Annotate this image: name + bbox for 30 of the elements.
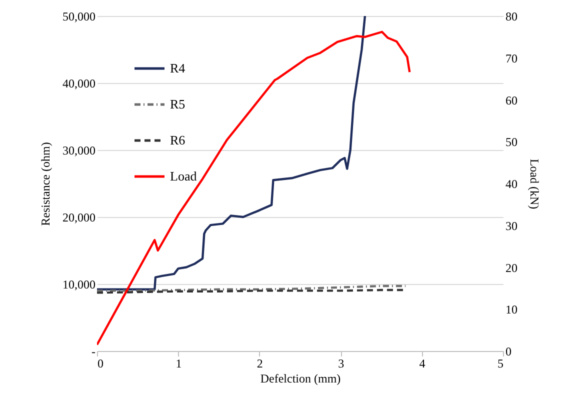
y2-tick-label: 80 xyxy=(506,10,518,24)
legend-label: R5 xyxy=(170,96,186,112)
y2-tick-label: 60 xyxy=(506,93,518,108)
y2-tick-label: 40 xyxy=(506,177,518,191)
y2-tick-label: 20 xyxy=(506,260,518,275)
x-tick-label: 0 xyxy=(98,356,104,370)
legend-label: R6 xyxy=(170,132,186,148)
line-series xyxy=(97,16,366,290)
y-tick-label: 50,000 xyxy=(62,10,96,24)
y-tick-label: 30,000 xyxy=(62,144,96,158)
line-series xyxy=(97,30,411,346)
legend-label: R4 xyxy=(170,60,186,76)
x-tick-label: 2 xyxy=(256,356,263,370)
y-tick-label: 10,000 xyxy=(62,278,96,292)
y2-axis-title: Load (kN) xyxy=(528,158,542,210)
y-tick-label: - xyxy=(92,344,96,358)
x-axis-title: Defelction (mm) xyxy=(260,372,341,386)
y-tick-label: 20,000 xyxy=(62,210,96,224)
y-tick-label: 40,000 xyxy=(62,76,96,90)
y-axis-title: Resistance (ohm) xyxy=(38,142,52,226)
x-tick-label: 5 xyxy=(498,356,504,370)
legend-label: Load xyxy=(170,168,198,184)
x-tick-label: 3 xyxy=(338,356,344,370)
x-tick-label: 4 xyxy=(419,356,426,370)
x-tick-label: 1 xyxy=(176,356,182,370)
y2-tick-label: 70 xyxy=(506,51,518,66)
y2-tick-label: 0 xyxy=(506,344,512,358)
y2-tick-label: 50 xyxy=(506,135,518,150)
y2-tick-label: 30 xyxy=(506,218,518,233)
y2-tick-label: 10 xyxy=(506,302,518,317)
